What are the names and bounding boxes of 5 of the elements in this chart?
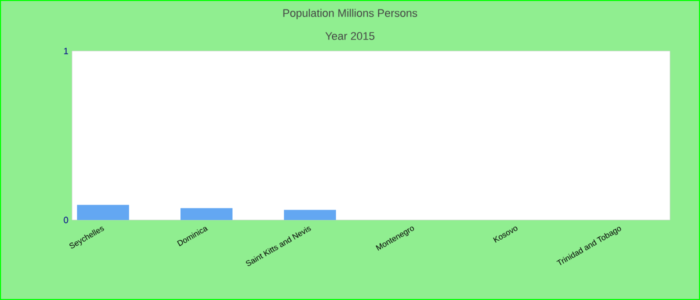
x-tick-label: Saint Kitts and Nevis [246,226,311,266]
chart-title: Population Millions Persons [283,8,418,20]
y-tick-label: 1 [64,48,68,54]
chart-subtitle: Year 2015 [325,32,374,40]
y-tick-label: 0 [64,216,68,224]
